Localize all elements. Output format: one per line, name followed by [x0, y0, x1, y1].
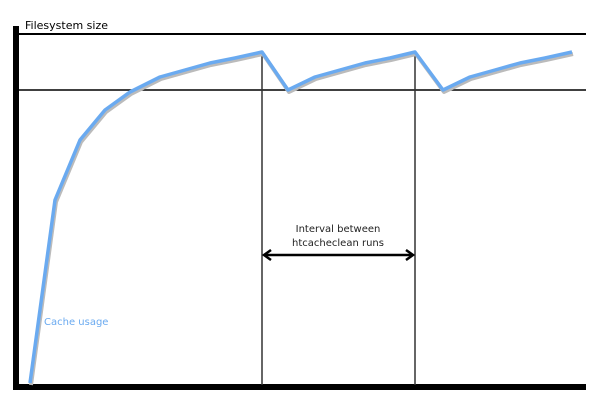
- interval-label-line1: Interval between: [296, 224, 381, 235]
- y-axis-label: Filesystem size: [25, 19, 108, 32]
- interval-label-line2: htcacheclean runs: [292, 238, 384, 249]
- x-axis: [13, 384, 586, 390]
- series-label: Cache usage: [44, 317, 108, 328]
- curve-shadow: [29, 52, 574, 386]
- cache-usage-curve: [28, 50, 573, 384]
- y-axis: [13, 26, 19, 390]
